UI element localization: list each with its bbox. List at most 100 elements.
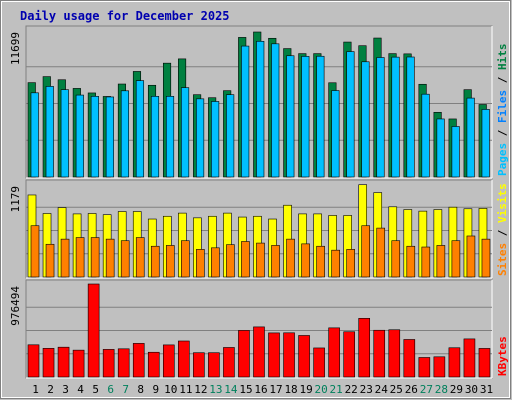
bar-files-21 [331,90,340,178]
x-tick-label: 27 [420,383,433,396]
bar-kbytes-24 [373,329,386,378]
bar-kbytes-9 [147,351,160,378]
bar-kbytes-27 [418,357,431,378]
x-tick-label: 22 [345,383,358,396]
x-tick-label: 24 [375,383,389,396]
bar-files-19 [301,56,310,178]
bar-kbytes-6 [102,349,115,378]
x-tick-label: 13 [209,383,222,396]
legend-item: / [496,123,509,143]
bar-files-25 [391,56,400,178]
bar-sites-19 [301,243,310,278]
bar-sites-5 [90,237,100,278]
bar-sites-15 [241,241,250,278]
series-sites [30,225,491,278]
bar-files-1 [30,92,39,178]
x-tick-label: 21 [330,383,343,396]
bar-kbytes-5 [87,283,100,378]
bar-sites-16 [256,242,265,278]
x-tick-label: 17 [269,383,282,396]
visits-panel: 1179 [9,179,493,279]
x-tick-label: 6 [107,383,114,396]
bar-kbytes-3 [57,346,70,378]
visits-panel-max-label: 1179 [9,186,22,213]
bar-sites-10 [165,245,175,278]
bar-kbytes-13 [208,352,220,378]
bar-sites-28 [436,245,446,278]
bar-sites-14 [226,244,235,278]
legend-item: Pages [496,143,509,176]
x-tick-label: 18 [284,383,297,396]
bar-files-20 [316,55,325,178]
legend-item: Visits [496,183,509,223]
bar-sites-12 [196,249,205,278]
bar-sites-30 [466,235,476,278]
bar-files-15 [241,45,250,178]
x-tick-label: 31 [480,383,493,396]
bar-sites-17 [271,245,280,278]
bar-kbytes-20 [313,347,325,378]
bar-sites-1 [30,225,40,278]
bar-files-5 [90,96,99,178]
x-tick-label: 9 [152,383,159,396]
kbytes-panel: 976494 [9,279,493,379]
x-tick-label: 8 [137,383,144,396]
bar-files-9 [150,96,160,178]
bar-sites-20 [316,245,325,278]
series-kbytes [27,283,491,378]
x-tick-label: 10 [164,383,177,396]
bar-sites-13 [211,247,220,278]
bar-files-10 [165,96,175,178]
bar-kbytes-23 [358,318,371,378]
bar-files-24 [376,57,385,178]
hits-panel-legend: Pages / Files / Hits [496,44,509,177]
bar-files-30 [466,97,475,178]
hits-panel-max-label: 11699 [9,32,22,65]
x-tick-label: 2 [47,383,54,396]
bar-kbytes-17 [268,332,280,378]
legend-item: / [496,70,509,90]
legend-item: Files [496,90,509,123]
bar-sites-18 [286,238,295,278]
bar-files-16 [256,40,265,178]
bar-kbytes-22 [343,331,355,378]
bar-kbytes-18 [283,332,295,378]
bar-kbytes-29 [448,347,461,378]
bar-kbytes-31 [478,348,491,378]
bar-kbytes-16 [253,326,265,378]
x-tick-label: 4 [77,383,84,396]
bar-kbytes-7 [117,348,130,378]
bar-files-6 [105,96,114,178]
legend-item: / [496,223,509,243]
bar-sites-27 [421,246,431,278]
legend-item: Hits [496,44,509,71]
bar-files-17 [271,43,280,178]
bar-files-7 [120,90,129,178]
bar-kbytes-11 [178,340,190,378]
bar-sites-22 [346,249,355,278]
visits-panel-legend: Sites / Visits [496,183,509,276]
bar-kbytes-12 [193,352,205,378]
x-tick-label: 14 [224,383,238,396]
bar-files-26 [406,56,415,178]
bar-sites-4 [75,237,85,278]
x-tick-label: 1 [32,383,39,396]
bar-sites-6 [105,238,115,278]
bar-sites-2 [45,243,55,278]
bar-files-18 [286,55,295,178]
bar-kbytes-25 [388,329,401,378]
bar-kbytes-2 [42,348,55,378]
bar-files-3 [60,89,69,178]
bar-sites-9 [150,245,160,278]
bar-kbytes-10 [162,344,175,378]
x-tick-label: 30 [465,383,478,396]
bar-files-2 [45,86,54,178]
bar-kbytes-30 [463,338,476,378]
x-tick-label: 11 [179,383,192,396]
x-tick-label: 29 [450,383,463,396]
series-files [30,40,490,178]
bar-kbytes-8 [132,343,145,378]
bar-kbytes-19 [298,335,310,378]
